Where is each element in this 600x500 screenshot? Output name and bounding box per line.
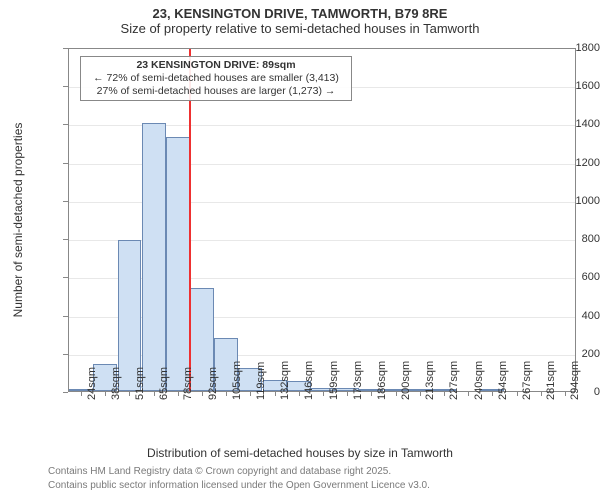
y-tick-mark: [63, 316, 68, 317]
y-tick-mark: [63, 48, 68, 49]
y-tick-label: 800: [540, 233, 600, 245]
y-tick-label: 1800: [540, 42, 600, 54]
histogram-bar: [142, 123, 166, 391]
y-tick-label: 200: [540, 348, 600, 360]
annotation-line: 27% of semi-detached houses are larger (…: [85, 85, 347, 98]
y-tick-mark: [63, 277, 68, 278]
y-tick-label: 1000: [540, 195, 600, 207]
chart-title-line2: Size of property relative to semi-detach…: [0, 21, 600, 36]
histogram-bar: [166, 137, 190, 391]
x-tick-label: 294sqm: [569, 361, 600, 400]
y-tick-label: 600: [540, 271, 600, 283]
x-axis-label: Distribution of semi-detached houses by …: [0, 446, 600, 460]
title-block: 23, KENSINGTON DRIVE, TAMWORTH, B79 8RE …: [0, 6, 600, 36]
y-tick-label: 1200: [540, 157, 600, 169]
y-tick-label: 400: [540, 310, 600, 322]
footer-line2: Contains public sector information licen…: [48, 480, 430, 491]
chart-title-line1: 23, KENSINGTON DRIVE, TAMWORTH, B79 8RE: [0, 6, 600, 21]
y-axis-label: Number of semi-detached properties: [11, 123, 25, 318]
y-tick-mark: [63, 86, 68, 87]
annotation-line: 23 KENSINGTON DRIVE: 89sqm: [85, 59, 347, 72]
y-tick-label: 1600: [540, 80, 600, 92]
y-tick-mark: [63, 201, 68, 202]
y-tick-label: 1400: [540, 118, 600, 130]
chart-root: 23, KENSINGTON DRIVE, TAMWORTH, B79 8RE …: [0, 0, 600, 500]
y-tick-mark: [63, 163, 68, 164]
annotation-box: 23 KENSINGTON DRIVE: 89sqm← 72% of semi-…: [80, 56, 352, 101]
y-tick-mark: [63, 124, 68, 125]
footer-line1: Contains HM Land Registry data © Crown c…: [48, 466, 391, 477]
y-tick-mark: [63, 239, 68, 240]
annotation-line: ← 72% of semi-detached houses are smalle…: [85, 72, 347, 85]
x-tick-mark: [81, 391, 82, 396]
y-tick-mark: [63, 392, 68, 393]
y-tick-mark: [63, 354, 68, 355]
